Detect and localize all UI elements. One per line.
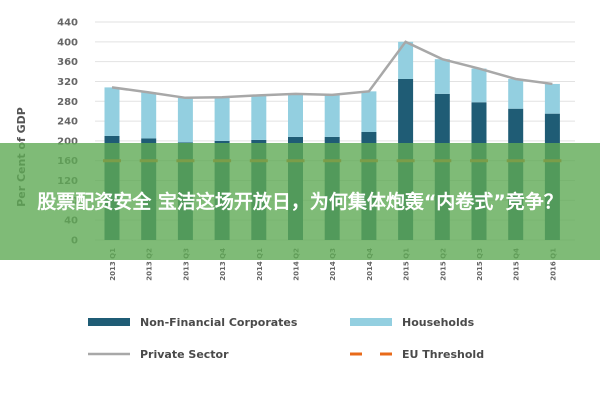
y-tick-label: 320 <box>57 77 78 88</box>
headline-banner[interactable]: 股票配资安全 宝洁这场开放日，为何集体炮轰“内卷式”竞争？ <box>0 143 600 260</box>
bar-households <box>177 97 193 143</box>
y-tick-label: 240 <box>57 117 78 128</box>
legend-label: Households <box>402 316 475 329</box>
y-tick-label: 200 <box>57 136 78 147</box>
legend-label: Non-Financial Corporates <box>140 316 298 329</box>
x-tick-label: 2014 Q2 <box>293 248 301 281</box>
headline-text[interactable]: 股票配资安全 宝洁这场开放日，为何集体炮轰“内卷式”竞争？ <box>37 190 563 213</box>
legend-label: EU Threshold <box>402 348 484 361</box>
bar-households <box>288 93 303 137</box>
bar-households <box>361 91 377 132</box>
bar-households <box>471 68 487 103</box>
bar-households <box>544 83 560 114</box>
bar-households <box>398 41 414 79</box>
legend: Non-Financial Corporates Households Privat… <box>88 316 484 361</box>
legend-swatch <box>350 318 392 326</box>
bar-households <box>104 87 120 136</box>
x-tick-label: 2014 Q1 <box>256 248 264 281</box>
x-tick-label: 2015 Q3 <box>476 248 484 281</box>
y-tick-label: 440 <box>57 18 78 29</box>
bar-households <box>214 97 230 141</box>
bar-households <box>251 95 267 140</box>
private-sector-line <box>111 40 553 100</box>
legend-swatch <box>88 318 130 326</box>
y-tick-label: 360 <box>57 57 78 68</box>
x-tick-label: 2015 Q2 <box>439 248 447 281</box>
y-tick-label: 400 <box>57 37 78 48</box>
x-tick-label: 2015 Q1 <box>403 248 411 281</box>
bar-households <box>141 92 157 139</box>
bar-households <box>434 59 450 94</box>
x-tick-label: 2013 Q2 <box>146 248 154 281</box>
x-tick-label: 2016 Q1 <box>549 248 557 281</box>
y-tick-label: 280 <box>57 97 78 108</box>
x-tick-label: 2014 Q4 <box>366 248 374 281</box>
bar-households <box>324 94 340 137</box>
legend-label: Private Sector <box>140 348 229 361</box>
x-tick-label: 2013 Q4 <box>219 248 227 281</box>
x-tick-label: 2013 Q3 <box>182 248 190 281</box>
x-tick-label: 2015 Q4 <box>513 248 521 281</box>
x-axis-ticks: 2013 Q1 2013 Q2 2013 Q3 2013 Q4 2014 Q1 2014 … <box>109 248 557 281</box>
x-tick-label: 2014 Q3 <box>329 248 337 281</box>
bar-households <box>508 78 524 109</box>
x-tick-label: 2013 Q1 <box>109 248 117 281</box>
